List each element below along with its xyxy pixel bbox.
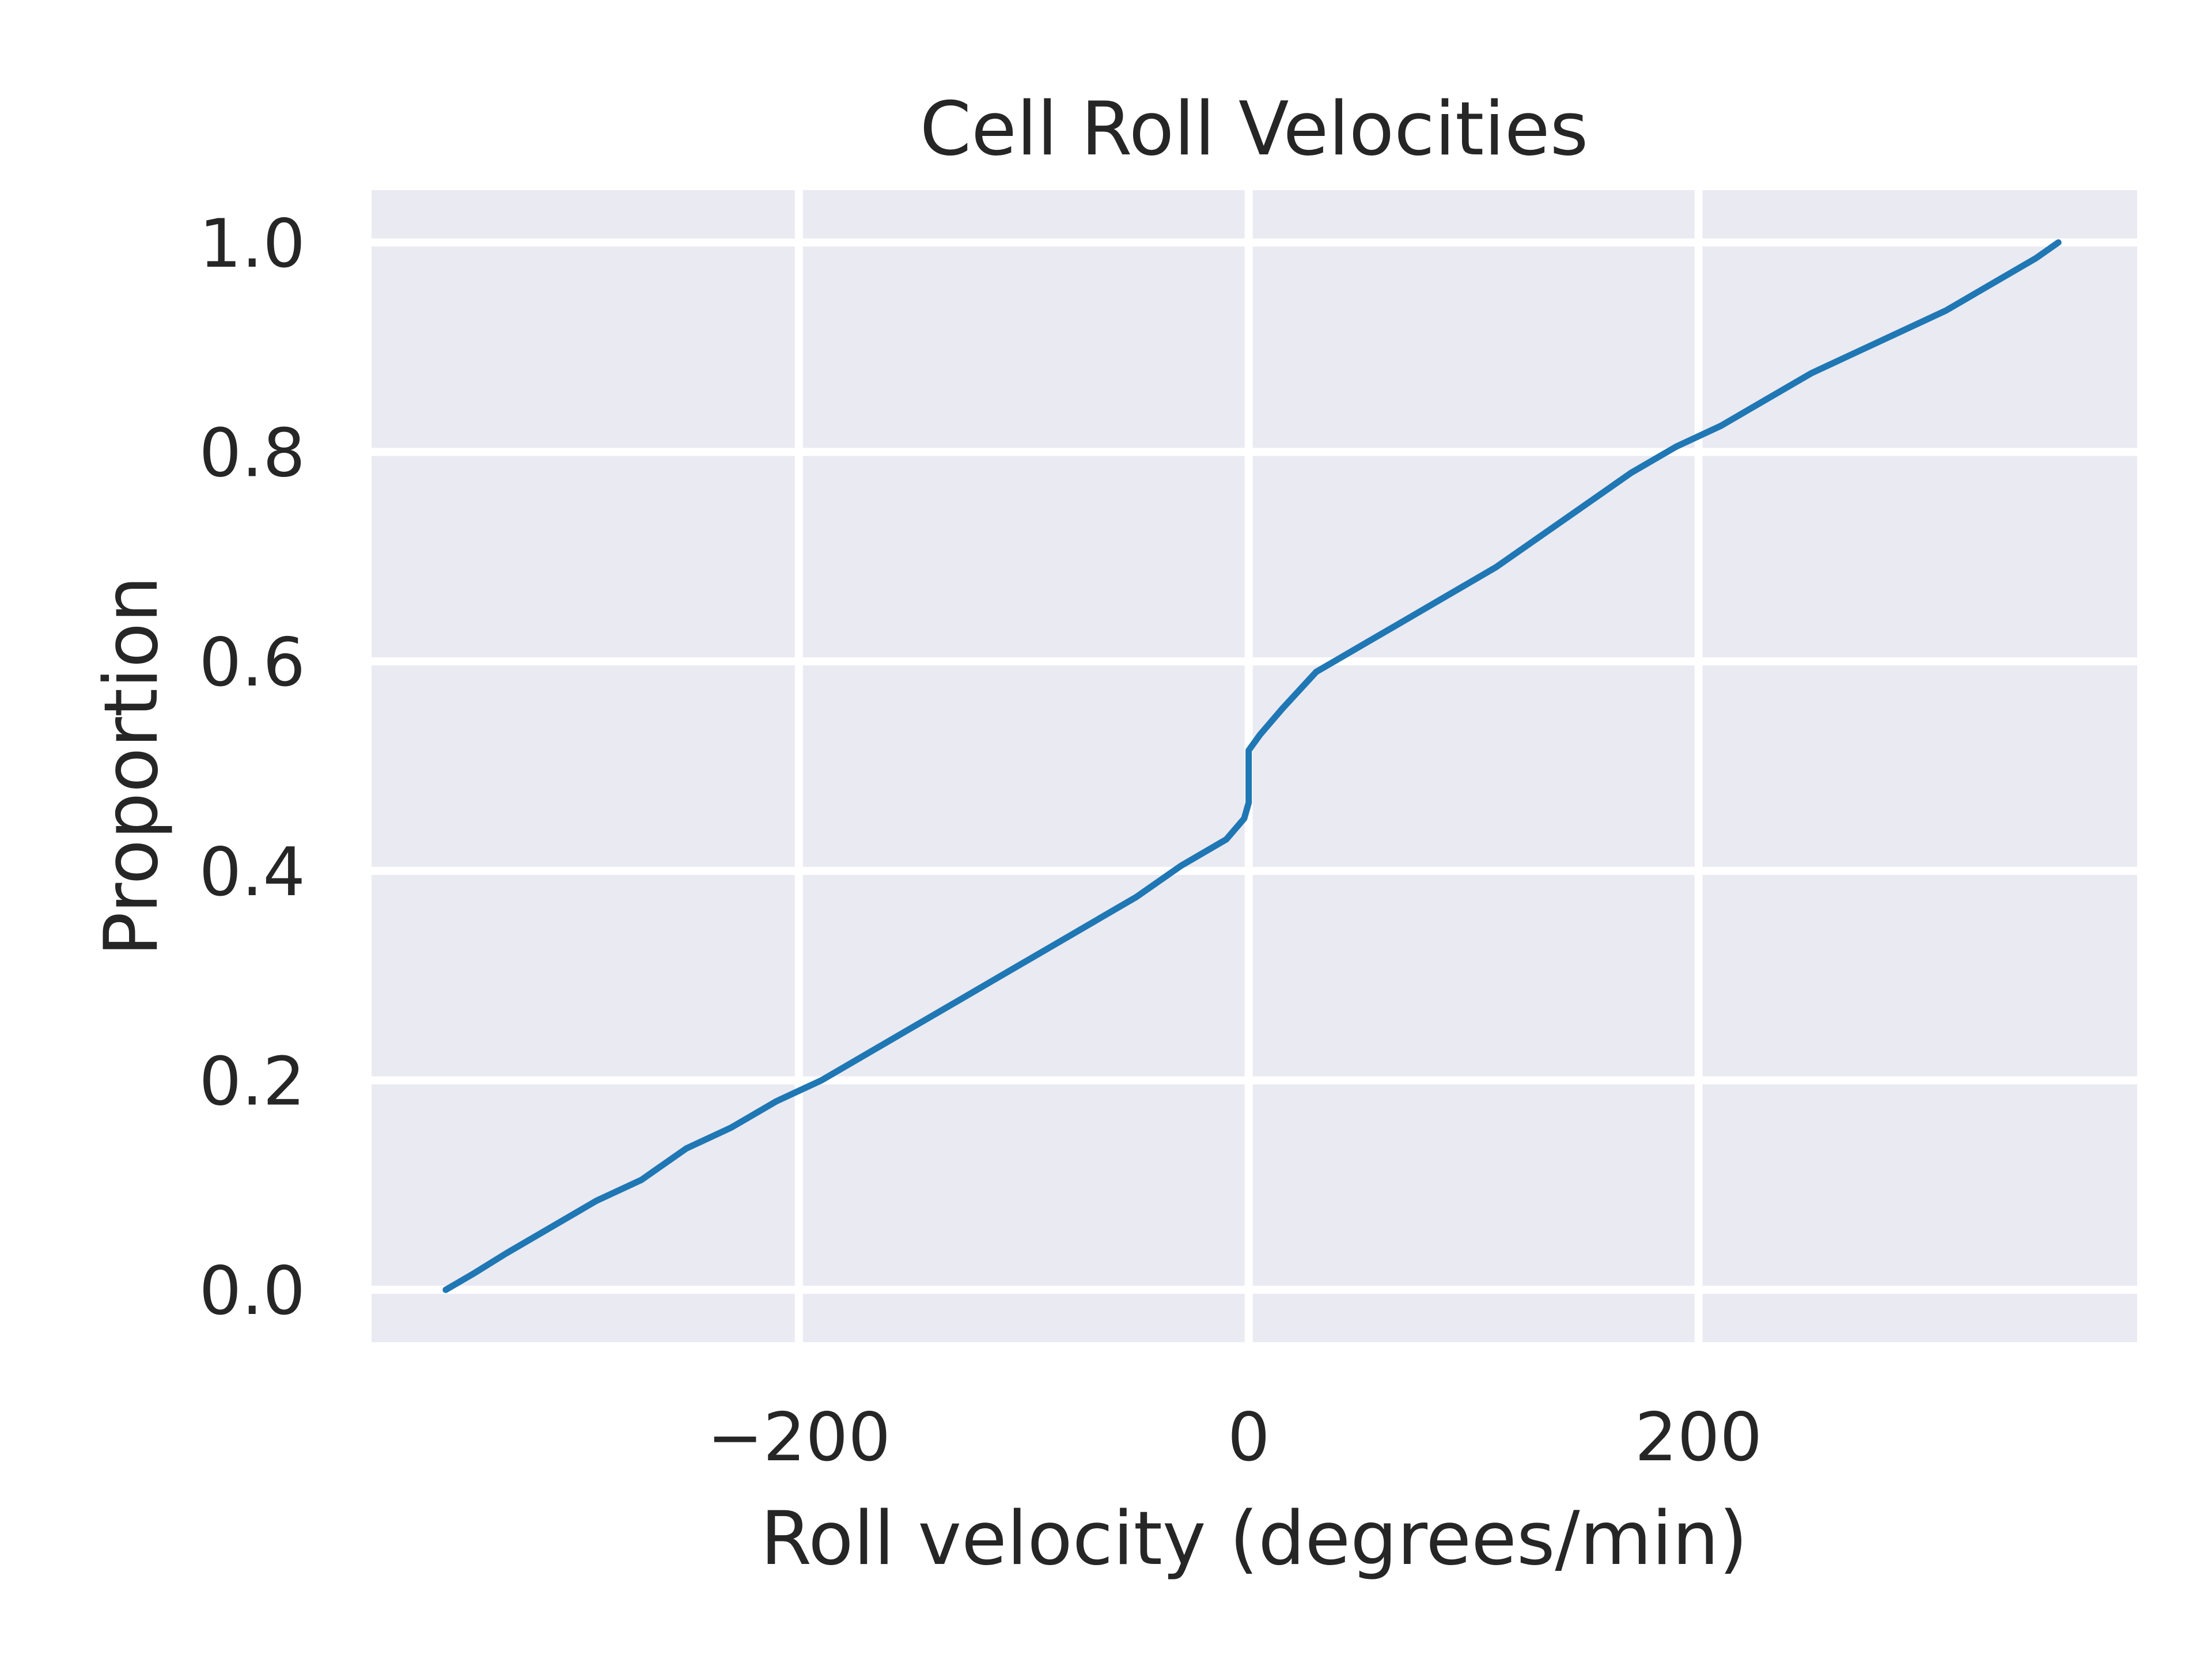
y-tick-label: 0.8 bbox=[199, 415, 305, 493]
x-axis-label: Roll velocity (degrees/min) bbox=[760, 1496, 1748, 1582]
grid-lines bbox=[372, 190, 2137, 1342]
y-tick-labels: 0.0 0.2 0.4 0.6 0.8 1.0 bbox=[199, 205, 305, 1330]
x-tick-labels: −200 0 200 bbox=[707, 1399, 1763, 1476]
y-tick-label: 0.6 bbox=[199, 624, 305, 702]
x-tick-label: −200 bbox=[707, 1399, 891, 1476]
series-line bbox=[442, 239, 2062, 1293]
y-tick-label: 0.4 bbox=[199, 834, 305, 911]
y-axis-label: Proportion bbox=[89, 576, 175, 956]
chart-title: Cell Roll Velocities bbox=[920, 86, 1589, 172]
x-tick-label: 0 bbox=[1228, 1399, 1270, 1476]
y-tick-label: 0.0 bbox=[199, 1252, 305, 1330]
y-tick-label: 0.2 bbox=[199, 1043, 305, 1120]
plot-area bbox=[372, 190, 2137, 1342]
series-layer bbox=[442, 239, 2062, 1293]
x-tick-label: 200 bbox=[1635, 1399, 1762, 1476]
y-tick-label: 1.0 bbox=[199, 205, 305, 283]
